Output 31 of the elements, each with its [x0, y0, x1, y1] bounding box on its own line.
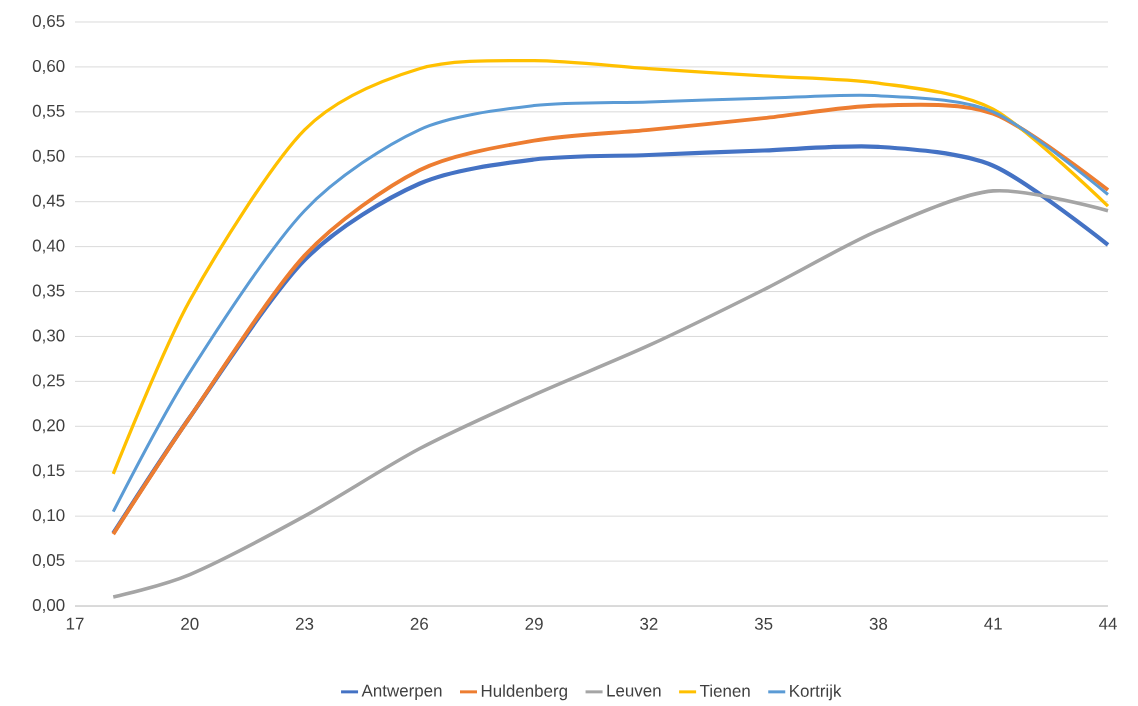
legend-label: Huldenberg: [481, 684, 567, 701]
y-tick-label: 0,05: [32, 554, 65, 569]
legend-label: Antwerpen: [361, 684, 442, 700]
legend-label: Leuven: [607, 684, 661, 697]
x-tick-label: 41: [984, 617, 1002, 630]
y-tick-label: 0,50: [32, 149, 65, 164]
x-tick-label: 20: [181, 617, 199, 630]
legend-label: Kortrijk: [790, 684, 842, 701]
x-tick-label: 23: [295, 617, 314, 630]
y-tick-label: 0,20: [32, 419, 65, 434]
x-tick-label: 38: [869, 617, 888, 630]
x-tick-label: 32: [640, 617, 658, 630]
x-tick-label: 44: [1098, 617, 1117, 630]
legend-label: Tienen: [699, 684, 750, 697]
y-tick-label: 0,30: [32, 329, 65, 344]
x-tick-label: 17: [66, 617, 84, 630]
y-tick-label: 0,15: [32, 464, 65, 479]
y-tick-label: 0,45: [32, 194, 65, 209]
y-tick-label: 0,40: [32, 239, 65, 254]
line-series: [111, 189, 1110, 599]
x-tick-label: 29: [525, 617, 543, 630]
y-tick-label: 0,25: [32, 374, 65, 389]
x-tick-label: 35: [754, 617, 773, 630]
y-tick-label: 0,55: [32, 104, 65, 119]
y-tick-label: 0,60: [32, 59, 65, 74]
y-tick-label: 0,00: [32, 599, 65, 613]
y-tick-label: 0,10: [32, 509, 65, 524]
x-tick-label: 26: [410, 617, 428, 630]
y-tick-label: 0,35: [32, 284, 65, 299]
y-tick-label: 0,65: [32, 15, 65, 29]
line-series: [111, 58, 1110, 476]
